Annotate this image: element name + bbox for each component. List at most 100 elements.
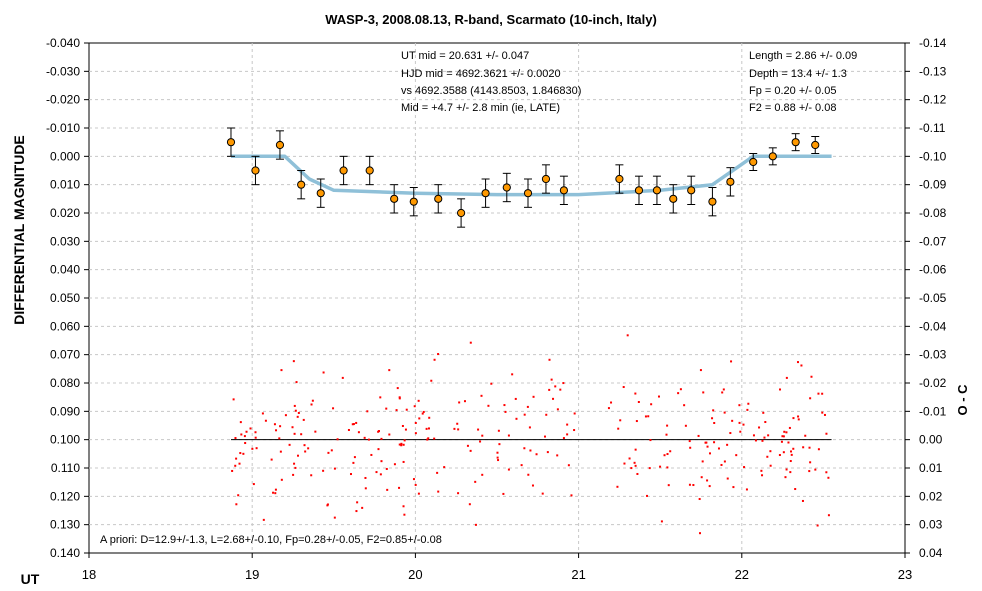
- y-tick-label: 0.140: [50, 546, 80, 560]
- residual-point: [660, 520, 663, 523]
- residual-point: [523, 413, 526, 416]
- y-tick-label: 0.040: [50, 263, 80, 277]
- residual-point: [327, 451, 330, 454]
- residual-point: [296, 415, 299, 418]
- binned-point: [615, 174, 624, 184]
- residual-point: [666, 466, 669, 469]
- residual-point: [720, 463, 723, 466]
- y-tick-label: -0.030: [46, 64, 80, 78]
- residual-point: [245, 430, 248, 433]
- residual-point: [808, 446, 811, 449]
- residual-point: [398, 396, 401, 399]
- residual-point: [385, 407, 388, 410]
- y2-tick-label: 0.01: [919, 461, 943, 475]
- residual-point: [453, 427, 456, 430]
- residual-point: [295, 381, 298, 384]
- residual-point: [556, 408, 559, 411]
- residual-point: [529, 449, 532, 452]
- binned-point: [339, 166, 348, 175]
- residual-point: [507, 434, 510, 437]
- residual-point: [402, 505, 405, 508]
- residual-point: [666, 424, 669, 427]
- residual-point: [628, 457, 631, 460]
- residual-point: [418, 417, 421, 420]
- residual-point: [273, 423, 276, 426]
- y2-tick-label: -0.05: [919, 291, 947, 305]
- binned-point: [708, 197, 717, 206]
- model-curve: [231, 154, 832, 197]
- residual-point: [352, 423, 355, 426]
- residual-point: [782, 435, 785, 438]
- residual-point: [688, 483, 691, 486]
- residual-point: [787, 441, 790, 444]
- residual-point: [234, 464, 237, 467]
- y-tick-label: 0.050: [50, 291, 80, 305]
- residual-point: [801, 499, 804, 502]
- residual-point: [421, 412, 424, 415]
- residual-point: [400, 442, 403, 445]
- residual-point: [235, 503, 238, 506]
- residual-point: [683, 404, 686, 407]
- residual-point: [566, 423, 569, 426]
- residual-point: [746, 408, 749, 411]
- residual-point: [275, 429, 278, 432]
- residual-point: [341, 376, 344, 379]
- residual-point: [657, 395, 660, 398]
- binned-point: [669, 194, 678, 203]
- residual-point: [497, 429, 500, 432]
- y-axis-ticks: -0.040 -0.030 -0.020 -0.010 0.000 0.010 0.020 0…: [46, 36, 89, 560]
- residual-point: [405, 408, 408, 411]
- residual-point: [823, 413, 826, 416]
- residual-point: [303, 444, 306, 447]
- annotation-a-priori: A priori: D=12.9+/-1.3, L=2.68+/-0.10, F…: [100, 534, 442, 546]
- residual-point: [468, 503, 471, 506]
- residual-point: [322, 371, 325, 374]
- residual-point: [507, 468, 510, 471]
- residual-point: [760, 469, 763, 472]
- residual-point: [395, 409, 398, 412]
- residual-point: [294, 466, 297, 469]
- residual-point: [480, 394, 483, 397]
- residual-point: [477, 428, 480, 431]
- residual-point: [634, 448, 637, 451]
- residual-point: [721, 391, 724, 394]
- y-tick-label: 0.120: [50, 489, 80, 503]
- residual-point: [635, 420, 638, 423]
- residual-point: [292, 473, 295, 476]
- residual-point: [504, 410, 507, 413]
- residual-point: [330, 449, 333, 452]
- residual-point: [427, 427, 430, 430]
- residual-point: [291, 426, 294, 429]
- binned-point: [409, 197, 418, 206]
- y2-tick-label: -0.07: [919, 234, 947, 248]
- residual-point: [781, 435, 784, 438]
- residual-point: [326, 504, 329, 507]
- residual-point: [634, 464, 637, 467]
- residual-point: [610, 401, 613, 404]
- residual-point: [422, 410, 425, 413]
- residual-point: [481, 473, 484, 476]
- residual-point: [403, 439, 406, 442]
- residual-point: [437, 490, 440, 493]
- residual-point: [699, 369, 702, 372]
- residual-point: [752, 434, 755, 437]
- residual-point: [726, 443, 729, 446]
- residual-point: [723, 460, 726, 463]
- residual-point: [808, 470, 811, 473]
- residual-point: [377, 448, 380, 451]
- residual-point: [745, 488, 748, 491]
- residual-point: [809, 397, 812, 400]
- residual-point: [646, 494, 649, 497]
- binned-point: [652, 186, 662, 195]
- residual-point: [677, 392, 680, 395]
- residual-point: [474, 523, 477, 526]
- residual-point: [704, 441, 707, 444]
- residual-point: [379, 473, 382, 476]
- y2-tick-label: -0.09: [919, 178, 947, 192]
- residual-point: [570, 494, 573, 497]
- y-tick-label: 0.100: [50, 433, 80, 447]
- residual-point: [237, 494, 240, 497]
- residual-point: [235, 457, 238, 460]
- residual-point: [666, 453, 669, 456]
- y2-tick-label: 0.02: [919, 489, 943, 503]
